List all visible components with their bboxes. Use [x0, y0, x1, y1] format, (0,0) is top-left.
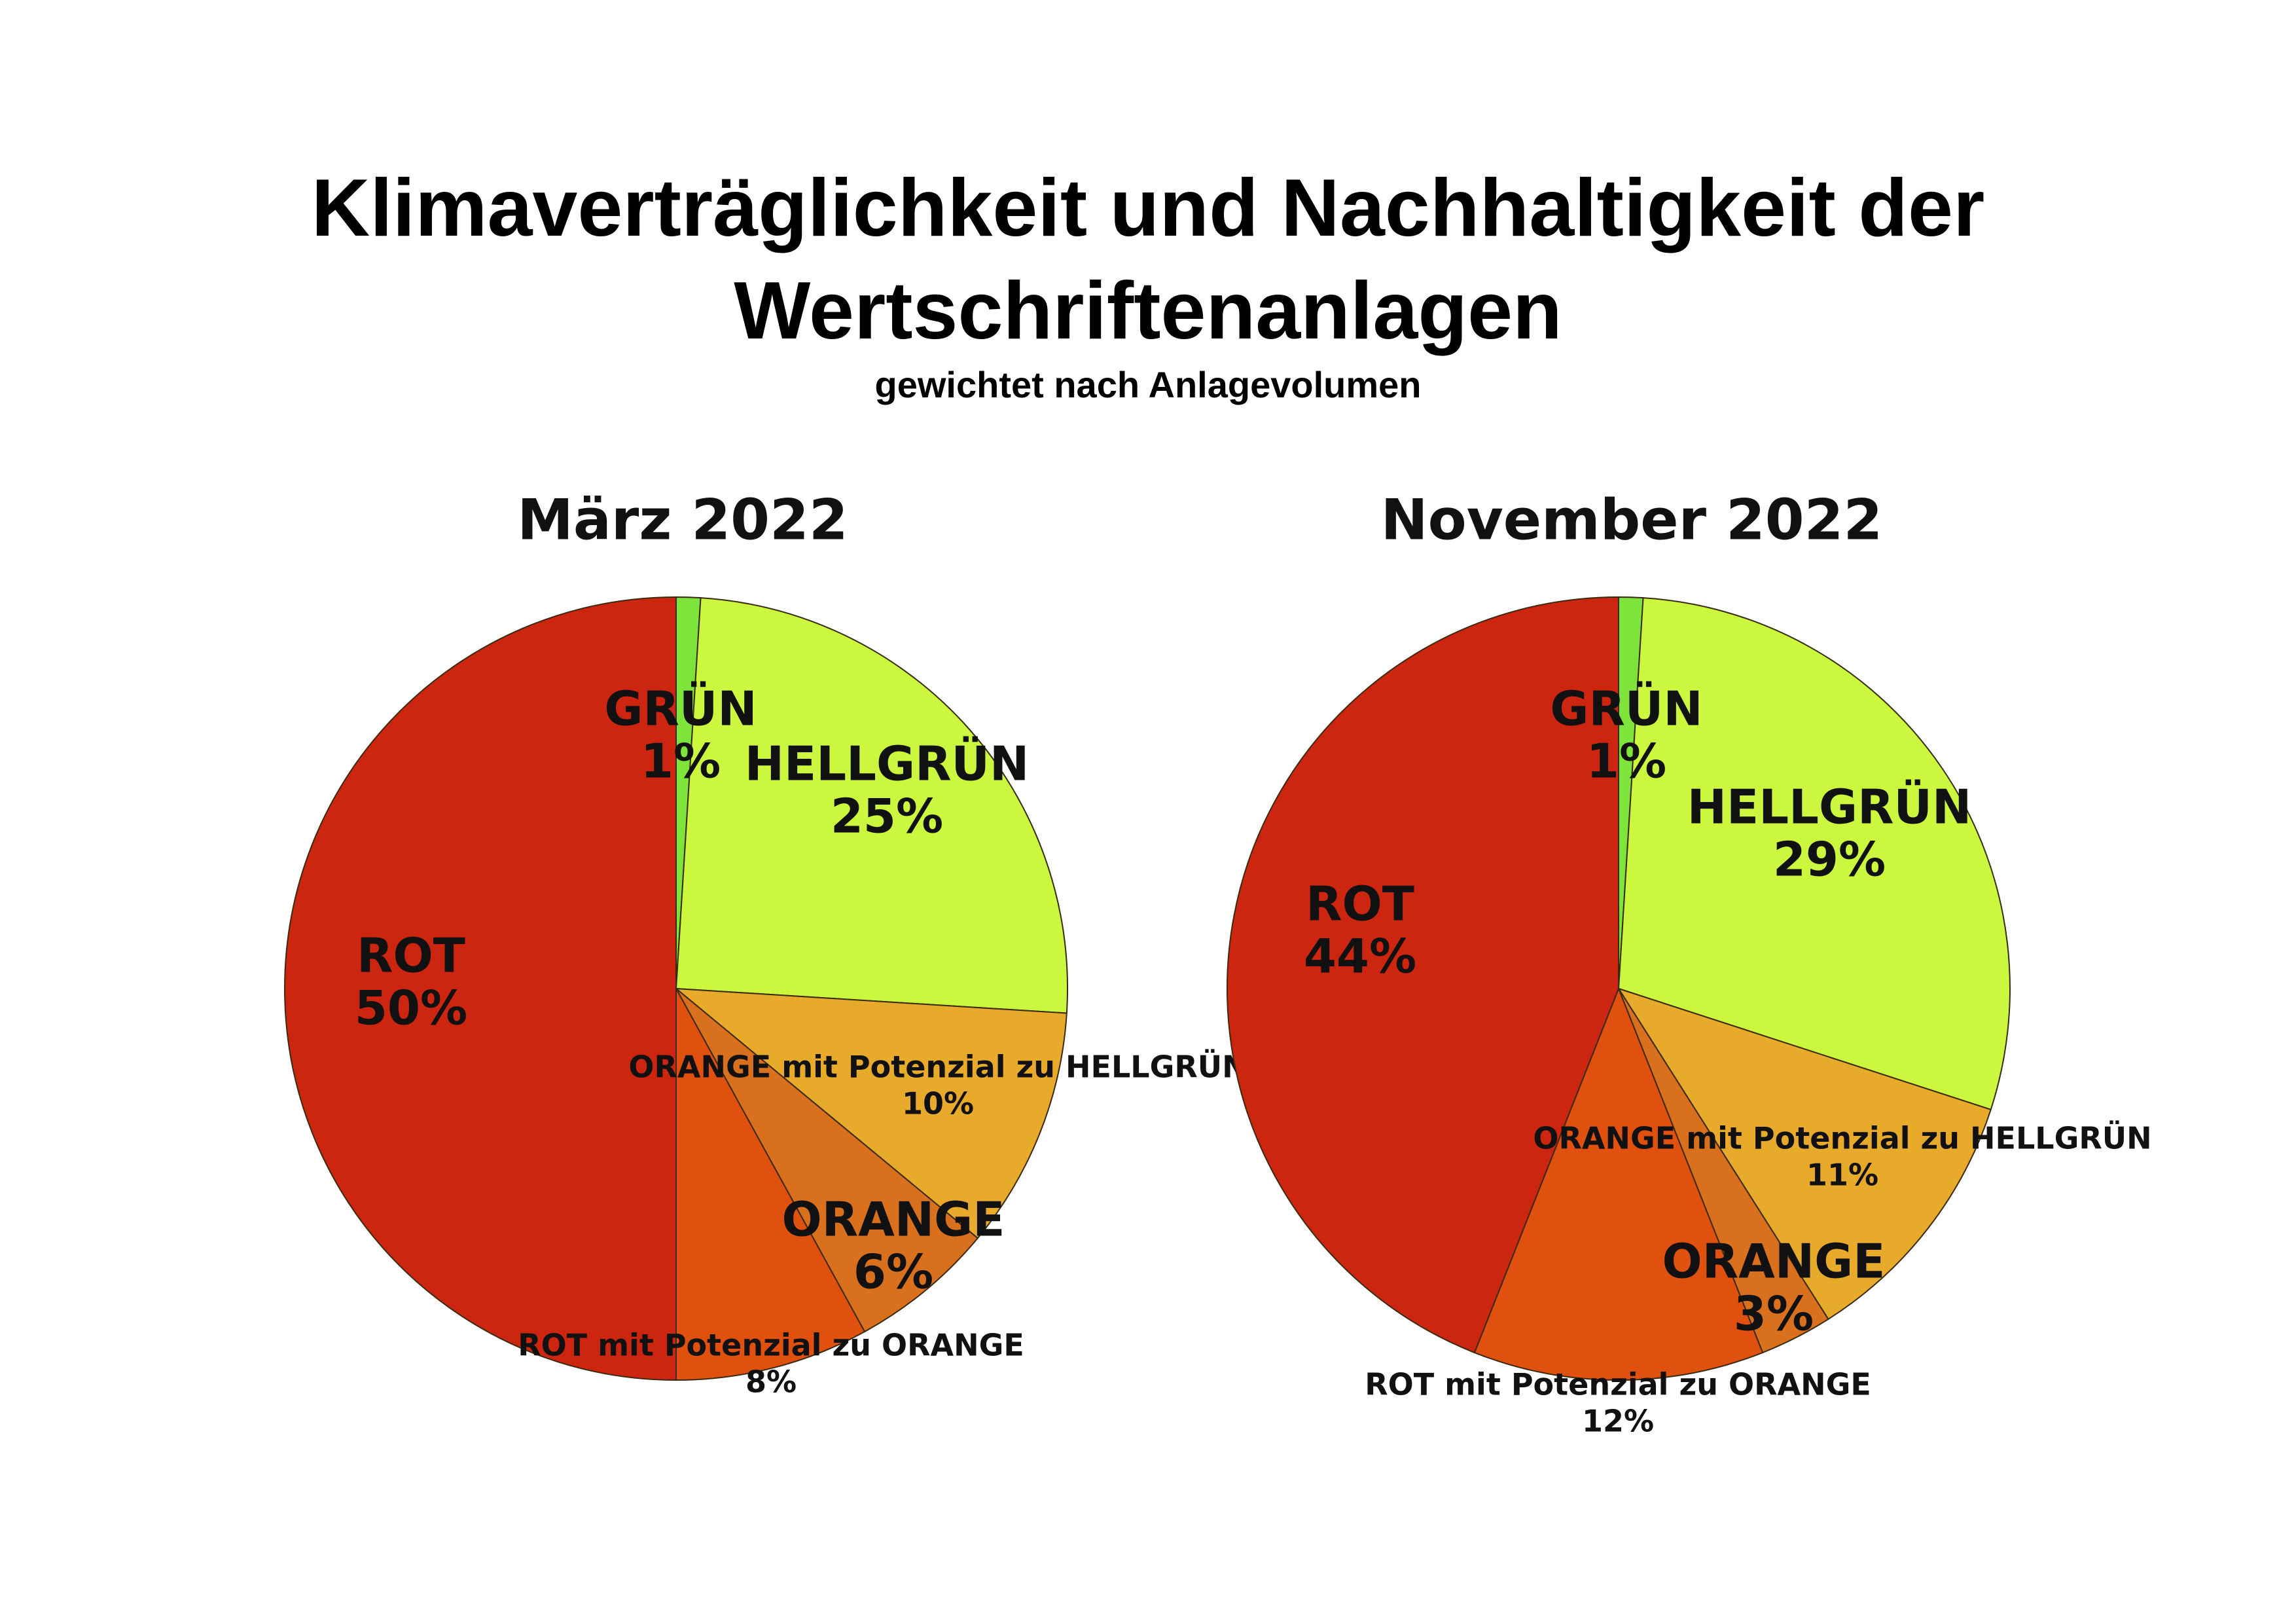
slice-label-orange: ORANGE — [1662, 1234, 1886, 1289]
pie-chart-title: März 2022 — [517, 487, 848, 553]
pie-slice-rot — [284, 596, 677, 1381]
pie-slice-orange-mit-potenzial-zu-hellgrün — [673, 987, 1067, 1239]
pie-slice-rot — [1227, 596, 1619, 1354]
chart-subtitle: gewichtet nach Anlagevolumen — [874, 364, 1422, 405]
slice-value-orange: 6% — [853, 1245, 933, 1300]
slice-label-hellgrün: HELLGRÜN — [1687, 780, 1971, 835]
slice-value-hellgrün: 25% — [831, 789, 943, 844]
slice-label-orange-mit-potenzial-zu-hellgrün: ORANGE mit Potenzial zu HELLGRÜN — [1533, 1121, 2151, 1156]
slice-value-grün: 1% — [1587, 734, 1666, 789]
slice-label-orange-mit-potenzial-zu-hellgrün: ORANGE mit Potenzial zu HELLGRÜN — [628, 1049, 1247, 1085]
slice-label-grün: GRÜN — [604, 682, 757, 737]
slice-value-orange: 3% — [1734, 1286, 1814, 1341]
slice-label-grün: GRÜN — [1550, 682, 1702, 737]
slice-label-rot: ROT — [1306, 877, 1414, 932]
slice-label-rot-mit-potenzial-zu-orange: ROT mit Potenzial zu ORANGE — [518, 1328, 1024, 1363]
pie-chart-title: November 2022 — [1381, 487, 1883, 553]
slice-label-hellgrün: HELLGRÜN — [745, 737, 1029, 792]
slice-label-rot: ROT — [357, 928, 465, 983]
slice-value-grün: 1% — [641, 734, 721, 789]
slice-label-orange: ORANGE — [782, 1192, 1005, 1247]
pie-slice-rot-mit-potenzial-zu-orange — [1473, 987, 1764, 1381]
slice-value-rot: 44% — [1304, 929, 1416, 984]
slice-label-rot-mit-potenzial-zu-orange: ROT mit Potenzial zu ORANGE — [1365, 1367, 1871, 1402]
slice-value-rot-mit-potenzial-zu-orange: 8% — [745, 1364, 797, 1400]
pie-slice-orange-mit-potenzial-zu-hellgrün — [1617, 987, 1992, 1321]
pie-slice-rot-mit-potenzial-zu-orange — [675, 988, 866, 1381]
slice-value-orange-mit-potenzial-zu-hellgrün: 10% — [902, 1086, 974, 1122]
pie-slice-hellgrün — [675, 597, 1068, 1014]
chart-title-line-2: Wertschriftenanlagen — [734, 266, 1562, 356]
slice-value-hellgrün: 29% — [1773, 832, 1886, 887]
pie-slice-hellgrün — [1617, 597, 2011, 1111]
slice-value-rot: 50% — [355, 981, 467, 1036]
slice-value-orange-mit-potenzial-zu-hellgrün: 11% — [1806, 1158, 1878, 1193]
chart-title-line-1: Klimaverträglichkeit und Nachhaltigkeit … — [311, 163, 1985, 253]
pie-slice-orange — [675, 988, 979, 1333]
slice-value-rot-mit-potenzial-zu-orange: 12% — [1582, 1404, 1654, 1439]
